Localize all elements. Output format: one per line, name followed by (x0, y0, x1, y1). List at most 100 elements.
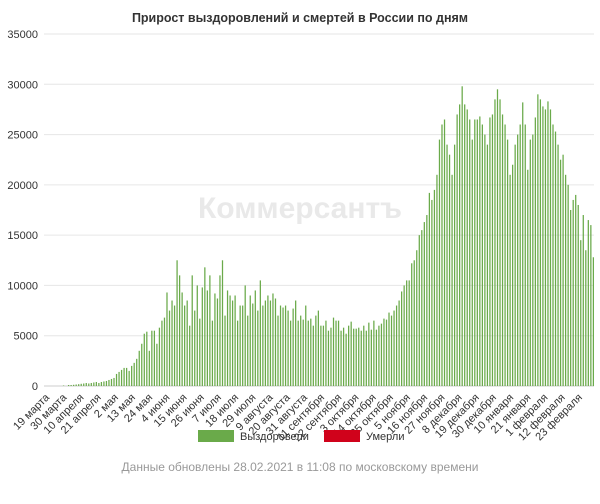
bar-recovered (141, 343, 143, 386)
bar-recovered (438, 139, 441, 386)
bar-recovered (539, 99, 542, 387)
bar-recovered (229, 295, 231, 386)
bar-recovered (567, 184, 569, 386)
bar-recovered (67, 384, 70, 386)
bar-recovered (320, 325, 322, 386)
bar-recovered (512, 164, 514, 386)
bar-recovered (277, 315, 279, 386)
bar-recovered (118, 371, 120, 386)
bar-recovered (158, 327, 161, 386)
bar-recovered (269, 300, 272, 386)
bar-recovered (499, 99, 501, 387)
bar-recovered (95, 381, 97, 386)
bar-recovered (506, 139, 509, 386)
bar-recovered (476, 119, 478, 387)
bar-recovered (592, 257, 594, 386)
bar-recovered (201, 287, 203, 386)
bar-recovered (173, 305, 176, 386)
bar-recovered (517, 134, 519, 386)
watermark: Коммерсантъ (198, 192, 402, 225)
bar-recovered (78, 384, 80, 386)
bar-recovered (370, 329, 372, 386)
bar-recovered (161, 320, 163, 386)
bar-recovered (479, 116, 481, 386)
bar-recovered (489, 117, 491, 386)
bar-recovered (189, 325, 191, 386)
bar-recovered (181, 292, 183, 386)
bar-recovered (249, 295, 251, 386)
bar-recovered (580, 240, 582, 386)
bar-recovered (423, 222, 425, 386)
bar-recovered (282, 307, 284, 386)
bar-recovered (300, 315, 302, 386)
bar-recovered (577, 204, 579, 386)
bar-recovered (332, 317, 335, 386)
bar-recovered (544, 109, 547, 387)
bar-recovered (88, 383, 90, 386)
bar-recovered (552, 124, 554, 386)
bar-recovered (85, 382, 87, 386)
bar-recovered (284, 305, 287, 386)
legend-label-deaths: Умерли (366, 431, 404, 443)
bar-recovered (264, 300, 267, 386)
bar-recovered (252, 303, 254, 386)
bar-recovered (199, 318, 201, 386)
bar-recovered (211, 320, 214, 386)
bar-recovered (292, 308, 294, 386)
bar-recovered (431, 199, 433, 386)
bar-recovered (128, 370, 130, 386)
bar-recovered (401, 291, 403, 386)
bar-recovered (451, 174, 453, 386)
bar-recovered (234, 295, 236, 386)
bar-recovered (110, 378, 113, 386)
bar-recovered (380, 323, 383, 386)
bar-recovered (572, 199, 574, 386)
y-tick-label: 10000 (7, 280, 38, 292)
bar-recovered (459, 104, 461, 387)
y-tick-label: 25000 (7, 130, 38, 142)
bar-recovered (75, 384, 77, 386)
bar-recovered (590, 225, 592, 386)
bar-recovered (257, 310, 259, 386)
bar-recovered (491, 114, 494, 387)
bar-recovered (368, 322, 370, 386)
bar-recovered (315, 315, 317, 386)
legend-item-deaths[interactable]: Умерли (324, 430, 404, 443)
bar-recovered (559, 159, 562, 386)
bar-recovered (469, 119, 471, 387)
bar-recovered (325, 320, 327, 386)
bar-recovered (191, 275, 193, 386)
bar-recovered (254, 290, 256, 386)
bar-recovered (348, 325, 350, 386)
bar-recovered (70, 384, 72, 386)
bar-recovered (358, 327, 360, 386)
bar-recovered (570, 210, 572, 386)
bar-recovered (131, 365, 133, 386)
bar-recovered (519, 124, 521, 386)
bar-recovered (582, 215, 584, 386)
bar-recovered (585, 250, 587, 386)
legend-label-recovered: Выздоровели (240, 431, 309, 443)
legend: Выздоровели Умерли (198, 430, 404, 443)
bar-recovered (537, 94, 539, 386)
bar-recovered (209, 275, 211, 386)
bar-recovered (214, 293, 216, 386)
bar-recovered (138, 350, 140, 386)
bar-recovered (375, 329, 378, 386)
bar-recovered (448, 154, 451, 386)
bar-recovered (446, 144, 448, 386)
bar-recovered (383, 318, 385, 386)
bar-recovered (557, 144, 559, 386)
bar-recovered (466, 109, 468, 387)
y-tick-label: 5000 (14, 331, 38, 343)
bar-recovered (504, 124, 506, 386)
bar-recovered (305, 305, 307, 386)
bar-recovered (330, 327, 332, 386)
bar-recovered (178, 275, 181, 386)
bar-recovered (481, 124, 483, 386)
bar-recovered (247, 315, 249, 386)
y-tick-label: 35000 (7, 29, 38, 41)
legend-item-recovered[interactable]: Выздоровели (198, 430, 309, 443)
bar-recovered (373, 320, 375, 386)
bar-recovered (418, 235, 420, 386)
